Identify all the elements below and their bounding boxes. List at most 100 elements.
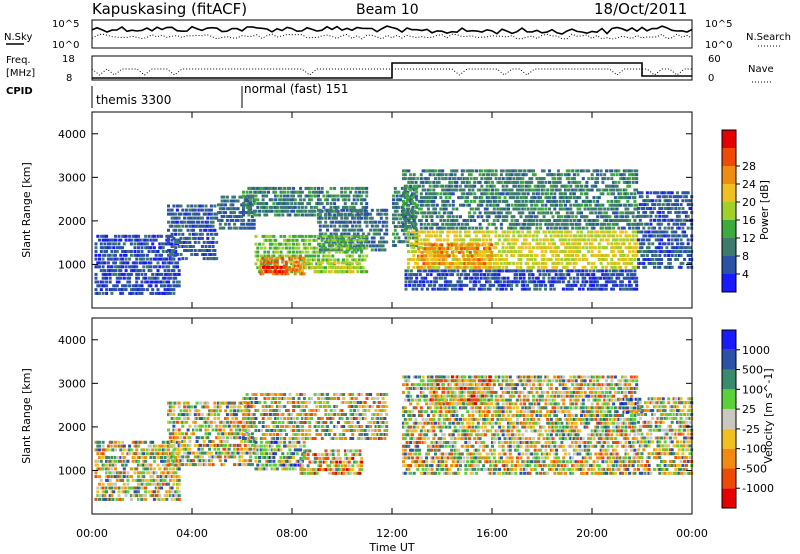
range-cell [423,238,426,242]
range-cell [272,272,276,276]
range-cell [311,258,315,262]
range-cell [587,238,591,242]
range-cell [402,207,405,211]
range-cell [505,199,509,203]
range-cell [417,242,421,246]
range-cell [259,190,263,194]
range-cell [215,216,219,220]
range-cell [644,199,648,203]
range-cell [175,220,179,224]
range-cell [412,222,416,226]
range-cell [324,232,328,236]
range-cell [537,261,541,265]
range-cell [140,242,144,246]
range-cell [483,211,487,215]
range-cell [342,220,346,224]
range-cell [615,188,619,192]
range-cell [168,212,172,216]
range-cell [622,192,626,196]
range-cell [583,280,587,284]
range-cell [489,238,492,242]
range-cell [567,280,571,284]
range-cell [325,194,329,198]
range-cell [554,269,558,273]
range-cell [579,238,583,242]
range-cell [272,205,276,209]
range-cell [96,265,100,269]
range-cell [435,222,439,226]
range-cell [475,169,478,173]
range-cell [347,220,351,224]
range-cell [422,283,426,287]
range-cell [274,265,278,269]
range-cell [438,243,442,247]
range-cell [354,202,358,206]
range-cell [358,266,362,270]
range-cell [605,226,608,230]
range-cell [277,186,281,190]
range-cell [551,180,555,184]
range-cell [142,238,146,242]
range-cell [613,265,617,269]
range-cell [467,173,471,177]
range-cell [676,250,679,254]
range-cell [546,222,550,226]
range-cell [435,230,439,234]
range-cell [503,261,507,265]
range-cell [105,246,109,250]
range-cell [603,276,606,280]
range-cell [393,244,397,247]
range-cell [496,192,500,196]
range-cell [540,283,544,287]
range-cell [342,194,345,198]
range-cell [670,191,674,195]
range-cell [640,261,644,265]
range-cell [561,287,565,291]
range-cell [327,216,331,220]
range-cell [572,180,576,184]
range-cell [267,190,270,194]
range-cell [236,218,240,222]
range-cell [404,283,408,287]
range-cell [284,202,288,206]
range-cell [667,218,671,222]
range-cell [588,199,592,203]
range-cell [540,254,544,257]
range-cell [447,265,451,269]
range-cell [284,238,288,242]
range-cell [642,226,646,230]
range-cell [128,250,132,253]
range-cell [553,230,557,234]
range-cell [358,254,362,258]
range-cell [247,218,251,222]
range-cell [361,266,365,270]
range-cell [361,234,365,238]
range-cell [514,222,518,226]
range-cell [94,253,98,257]
range-cell [651,210,655,214]
range-cell [352,194,356,198]
range-cell [617,276,621,280]
range-cell [503,250,507,254]
range-cell [514,184,518,188]
range-cell [395,202,399,206]
range-cell [416,211,420,215]
range-cell [167,276,171,280]
range-cell [340,216,344,220]
range-cell [410,242,414,246]
range-cell [499,254,503,257]
range-cell [621,226,624,230]
range-cell [592,261,596,265]
range-cell [177,245,181,248]
range-cell [483,188,487,192]
range-cell [184,240,188,244]
range-cell [528,230,532,234]
range-cell [183,216,187,220]
range-cell [606,230,610,234]
range-cell [507,226,510,230]
range-cell [619,287,623,291]
range-cell [475,196,478,200]
range-cell [552,280,556,284]
range-cell [563,258,567,261]
range-cell [597,258,601,261]
